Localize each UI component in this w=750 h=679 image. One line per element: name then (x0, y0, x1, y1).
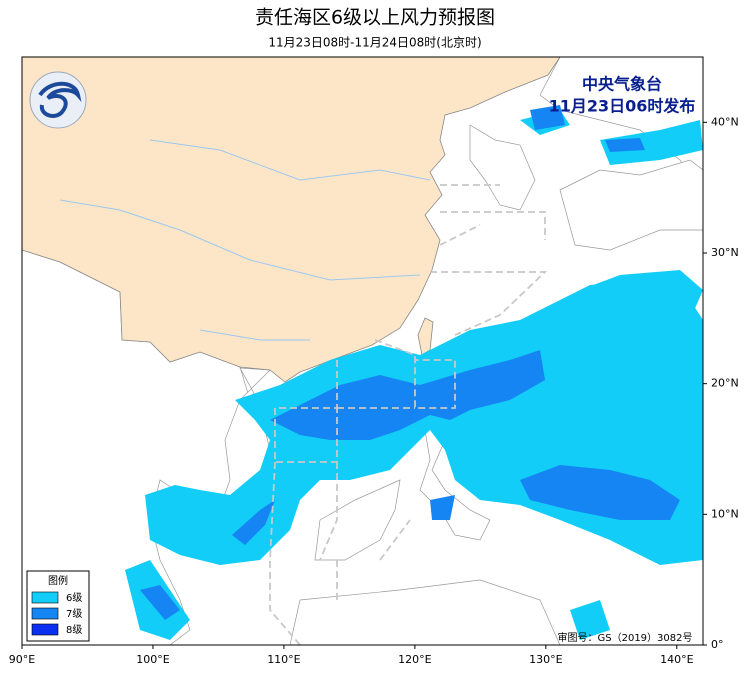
map-area (22, 57, 703, 645)
x-tick-label: 90°E (9, 653, 35, 666)
subtitle: 11月23日08时-11月24日08时(北京时) (268, 36, 481, 50)
title: 责任海区6级以上风力预报图 (255, 7, 495, 29)
legend-title: 图例 (48, 574, 68, 587)
y-tick-label: 30°N (711, 246, 739, 259)
y-tick-label: 20°N (711, 377, 739, 390)
logo (29, 71, 87, 129)
agency: 中央气象台 (582, 75, 662, 94)
issue-time: 11月23日06时发布 (549, 97, 696, 116)
legend-label: 7级 (66, 608, 82, 620)
x-tick-label: 120°E (398, 653, 431, 666)
legend-label: 6级 (66, 592, 82, 604)
legend-swatch (31, 623, 59, 636)
x-tick-label: 140°E (660, 653, 693, 666)
x-tick-label: 110°E (267, 653, 300, 666)
legend-swatch (31, 607, 59, 620)
y-tick-label: 40°N (711, 115, 739, 128)
x-tick-label: 100°E (136, 653, 169, 666)
logo-mark (38, 81, 82, 118)
approval-number: 审图号：GS（2019）3082号 (558, 631, 693, 644)
x-tick-label: 130°E (529, 653, 562, 666)
y-tick-label: 10°N (711, 507, 739, 520)
legend-swatch (31, 591, 59, 604)
legend-label: 8级 (66, 624, 82, 636)
y-tick-label: 0° (711, 638, 724, 651)
